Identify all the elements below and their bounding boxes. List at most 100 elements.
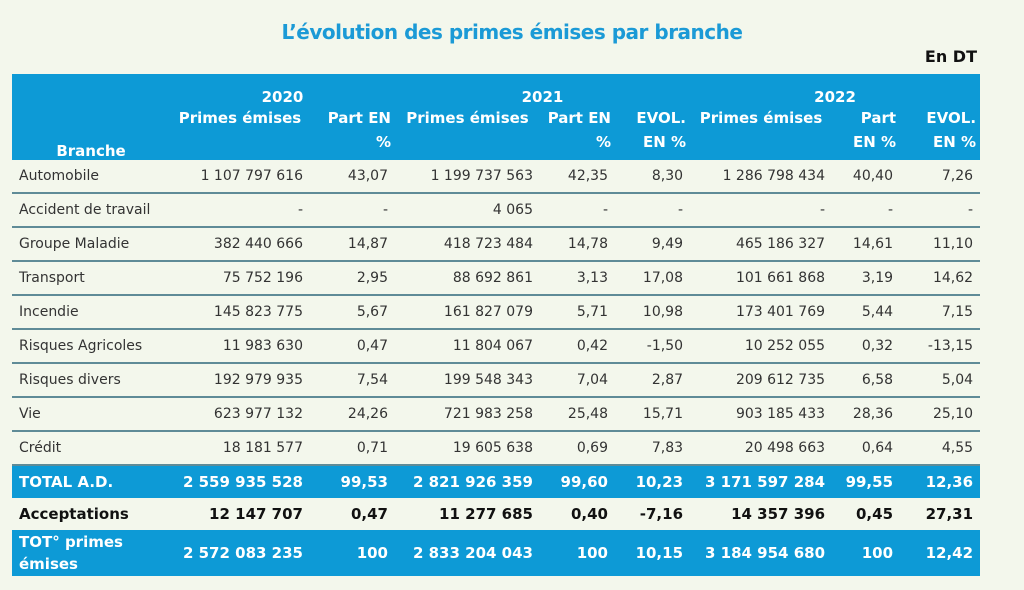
- value-cell: 17,08: [615, 261, 691, 296]
- value-cell: 24,26: [310, 397, 395, 432]
- value-cell: 25,10: [900, 397, 981, 432]
- total-primes-row: TOT° primes émises 2 572 083 235 100 2 833 …: [12, 530, 981, 576]
- value-cell: 2,87: [615, 363, 691, 398]
- value-cell: 7,26: [900, 160, 981, 194]
- value-cell: -7,16: [639, 505, 684, 523]
- value-cell: 0,69: [540, 431, 615, 466]
- value-cell: 19 605 638: [395, 431, 540, 466]
- value-cell: 145 823 775: [170, 295, 310, 330]
- value-cell: 2 833 204 043: [395, 530, 540, 576]
- value-cell: 3,13: [540, 261, 615, 296]
- value-cell: 88 692 861: [395, 261, 540, 296]
- branche-cell: Risques Agricoles: [12, 329, 170, 364]
- value-cell: 4,55: [900, 431, 981, 466]
- value-cell: 100: [540, 530, 615, 576]
- value-cell: 2 821 926 359: [395, 465, 540, 498]
- value-cell: 10 252 055: [690, 329, 833, 364]
- value-cell: 14,78: [540, 227, 615, 262]
- header-primes: Primes émises: [395, 106, 540, 160]
- value-cell: 9,49: [615, 227, 691, 262]
- branche-cell: TOT° primes émises: [12, 530, 170, 576]
- value-cell: 721 983 258: [395, 397, 540, 432]
- value-cell: 161 827 079: [395, 295, 540, 330]
- value-cell: 12,42: [900, 530, 981, 576]
- value-cell: -: [615, 193, 691, 228]
- value-cell: 10,15: [615, 530, 691, 576]
- value-cell: 99,53: [310, 465, 395, 498]
- value-cell: 0,45: [856, 505, 894, 523]
- table-row: Risques Agricoles 11 983 630 0,47 11 804 06…: [12, 329, 981, 364]
- value-cell: 0,71: [310, 431, 395, 466]
- value-cell: 14,61: [832, 227, 901, 262]
- value-cell: -13,15: [900, 329, 981, 364]
- table-row: Incendie 145 823 775 5,67 161 827 079 5,71 10…: [12, 295, 981, 330]
- value-cell: 100: [832, 530, 901, 576]
- value-cell: 8,30: [615, 160, 691, 194]
- table-body: Automobile 1 107 797 616 43,07 1 199 737 56…: [12, 160, 981, 576]
- branche-cell: Crédit: [12, 431, 170, 466]
- value-cell: 12,36: [900, 465, 981, 498]
- value-cell: 7,04: [540, 363, 615, 398]
- header-year-2020: 2020: [170, 74, 395, 106]
- header-year-2021: 2021: [395, 74, 691, 106]
- header-evol: EVOL. EN %: [615, 106, 691, 160]
- header-primes: Primes émises: [690, 106, 833, 160]
- value-cell: -: [310, 193, 395, 228]
- header-year-2022: 2022: [690, 74, 981, 106]
- value-cell: 6,58: [832, 363, 901, 398]
- total-ad-row: TOTAL A.D. 2 559 935 528 99,53 2 821 926 35…: [12, 465, 981, 498]
- table-row: Accident de travail - -4 065- - - - -: [12, 193, 981, 228]
- value-cell: 14,62: [900, 261, 981, 296]
- value-cell: 7,15: [900, 295, 981, 330]
- value-cell: 3 171 597 284: [690, 465, 833, 498]
- value-cell: 199 548 343: [395, 363, 540, 398]
- value-cell: 15,71: [615, 397, 691, 432]
- value-cell: 27,31: [925, 505, 974, 523]
- value-cell: -: [540, 193, 615, 228]
- value-cell: 11 277 685: [439, 505, 533, 523]
- branche-cell: Transport: [12, 261, 170, 296]
- value-cell: 4 065: [395, 193, 540, 228]
- table-row: Groupe Maladie 382 440 666 14,87 418 723 48…: [12, 227, 981, 262]
- value-cell: 75 752 196: [170, 261, 310, 296]
- acceptations-row: Acceptations 12 147 707 0,47 11 277 685 0,40…: [12, 498, 980, 530]
- value-cell: 7,54: [310, 363, 395, 398]
- value-cell: 5,04: [900, 363, 981, 398]
- value-cell: 465 186 327: [690, 227, 833, 262]
- branche-cell: Acceptations: [19, 505, 129, 523]
- branche-cell: Accident de travail: [12, 193, 170, 228]
- value-cell: 0,64: [832, 431, 901, 466]
- branche-cell: Groupe Maladie: [12, 227, 170, 262]
- value-cell: 100: [310, 530, 395, 576]
- value-cell: 7,83: [615, 431, 691, 466]
- value-cell: 2 572 083 235: [170, 530, 310, 576]
- value-cell: 3,19: [832, 261, 901, 296]
- value-cell: 42,35: [540, 160, 615, 194]
- value-cell: -1,50: [615, 329, 691, 364]
- header-part: Part EN %: [832, 106, 901, 160]
- value-cell: 5,44: [832, 295, 901, 330]
- value-cell: 43,07: [310, 160, 395, 194]
- branche-cell: Automobile: [12, 160, 170, 194]
- branche-cell: TOTAL A.D.: [12, 465, 170, 498]
- value-cell: -: [690, 193, 833, 228]
- value-cell: 14,87: [310, 227, 395, 262]
- value-cell: -: [170, 193, 310, 228]
- value-cell: 11 804 067: [395, 329, 540, 364]
- value-cell: 0,40: [570, 505, 608, 523]
- value-cell: -: [832, 193, 901, 228]
- header-part: Part EN %: [310, 106, 395, 160]
- value-cell: 0,42: [540, 329, 615, 364]
- value-cell: 3 184 954 680: [690, 530, 833, 576]
- value-cell: 1 107 797 616: [170, 160, 310, 194]
- unit-label: En DT: [924, 47, 977, 66]
- value-cell: 0,32: [832, 329, 901, 364]
- table-row: Vie 623 977 132 24,26 721 983 258 25,48 15,71…: [12, 397, 981, 432]
- branche-cell: Vie: [12, 397, 170, 432]
- value-cell: 2 559 935 528: [170, 465, 310, 498]
- branche-cell: Incendie: [12, 295, 170, 330]
- table-row: Automobile 1 107 797 616 43,07 1 199 737 56…: [12, 160, 981, 194]
- value-cell: 99,55: [832, 465, 901, 498]
- value-cell: 14 357 396: [731, 505, 826, 523]
- table-row: Risques divers 192 979 935 7,54 199 548 343…: [12, 363, 981, 398]
